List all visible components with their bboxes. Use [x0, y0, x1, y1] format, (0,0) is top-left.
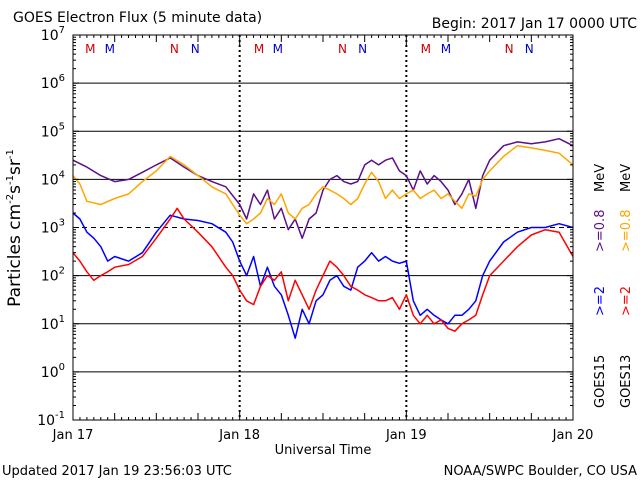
updated-timestamp: Updated 2017 Jan 19 23:56:03 UTC	[2, 464, 232, 479]
x-tick-label: Jan 20	[552, 428, 594, 443]
y-tick-label: 10-1	[37, 410, 65, 429]
y-tick-label: 100	[41, 362, 65, 381]
x-tick-label: Jan 18	[218, 428, 260, 443]
x-axis-label: Universal Time	[275, 443, 372, 458]
marker-label: N	[358, 42, 367, 56]
y-axis-label-mid1: s	[5, 185, 25, 194]
y-axis-label-sup2: -1	[5, 175, 16, 185]
marker-label: N	[525, 42, 534, 56]
credit-label: NOAA/SWPC Boulder, CO USA	[444, 464, 637, 479]
day-boundaries	[238, 35, 408, 420]
y-tick-label: 101	[41, 314, 65, 333]
marker-label: N	[170, 42, 179, 56]
marker-label: M	[105, 42, 115, 56]
legend-goes13-ge08: >=0.8	[619, 210, 634, 252]
marker-label: N	[505, 42, 514, 56]
marker-label: M	[273, 42, 283, 56]
y-axis-ticks: 107 106 105 104 103 102 101 100 10-1	[37, 25, 573, 429]
series-line	[72, 144, 574, 225]
legend-goes13-ge2: >=2	[619, 286, 634, 316]
x-axis-ticks: Jan 17 Jan 18 Jan 19 Jan 20	[52, 35, 594, 443]
legend-goes13: GOES13	[619, 355, 634, 408]
marker-label: M	[441, 42, 451, 56]
y-tick-label: 102	[41, 266, 65, 285]
y-axis-label-sup1: -2	[5, 194, 16, 204]
x-tick-label: Jan 19	[385, 428, 427, 443]
y-tick-label: 103	[41, 218, 65, 237]
chart-title: GOES Electron Flux (5 minute data)	[13, 10, 262, 26]
x-tick-label: Jan 17	[52, 428, 94, 443]
y-tick-label: 106	[41, 73, 65, 92]
y-tick-label: 107	[41, 25, 65, 44]
y-tick-label: 105	[41, 121, 65, 140]
marker-label: N	[338, 42, 347, 56]
legend-mev-2: MeV	[619, 164, 634, 192]
y-axis-label: Particles cm-2s-1sr-1	[5, 149, 25, 307]
marker-label: N	[191, 42, 200, 56]
begin-label: Begin: 2017 Jan 17 0000 UTC	[432, 16, 637, 32]
series-line	[72, 212, 574, 339]
legend-goes15-ge08: >=0.8	[593, 210, 608, 252]
flux-series	[72, 137, 574, 339]
marker-label: M	[85, 42, 95, 56]
y-tick-label: 104	[41, 169, 65, 188]
marker-label: M	[254, 42, 264, 56]
legend-mev-1: MeV	[593, 164, 608, 192]
y-axis-label-sup3: -1	[5, 149, 16, 159]
y-axis-label-mid2: sr	[5, 159, 25, 175]
series-line	[72, 207, 574, 332]
y-axis-label-main: Particles cm	[5, 204, 25, 307]
marker-label: M	[421, 42, 431, 56]
legend-goes15: GOES15	[593, 355, 608, 408]
legend-goes15-ge2: >=2	[593, 286, 608, 316]
